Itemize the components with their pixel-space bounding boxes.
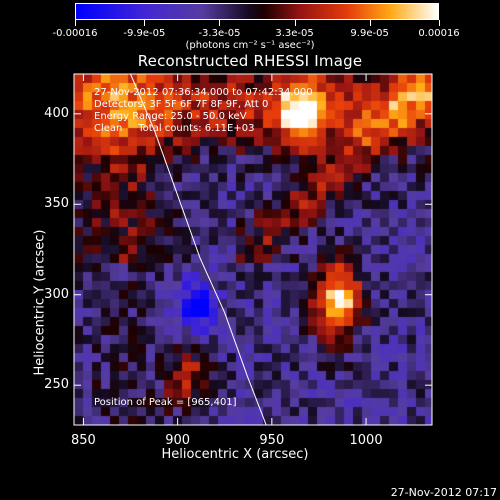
colorbar-tick-label: -3.3e-05 bbox=[198, 28, 241, 39]
y-axis-label: Heliocentric Y (arcsec) bbox=[32, 229, 48, 376]
x-tick-label: 1000 bbox=[349, 433, 383, 448]
colorbar-tick bbox=[219, 20, 221, 26]
colorbar-tick-label: 3.3e-05 bbox=[275, 28, 314, 39]
colorbar-tick bbox=[144, 20, 146, 26]
colorbar-tick bbox=[75, 20, 76, 26]
annotation-energy: Energy Range: 25.0 - 50.0 keV bbox=[94, 111, 247, 122]
solar-limb-curve bbox=[130, 73, 267, 426]
colorbar-tick bbox=[369, 20, 371, 26]
heatmap-image bbox=[74, 74, 432, 425]
peak-marker bbox=[298, 110, 302, 114]
colorbar-tick-label: -0.00016 bbox=[52, 28, 98, 39]
colorbar bbox=[75, 3, 439, 20]
annotation-peak-position: Position of Peak = [965,401] bbox=[94, 397, 237, 408]
y-tick-label: 300 bbox=[44, 286, 69, 302]
y-tick-label: 250 bbox=[44, 377, 69, 393]
x-tick-label: 900 bbox=[165, 433, 191, 448]
colorbar-tick bbox=[294, 20, 296, 26]
y-tick-label: 350 bbox=[44, 196, 69, 212]
colorbar-tick-label: -9.9e-05 bbox=[123, 28, 166, 39]
x-tick-label: 850 bbox=[70, 433, 96, 448]
chart-title: Reconstructed RHESSI Image bbox=[137, 52, 363, 70]
colorbar-tick bbox=[439, 20, 440, 26]
x-tick-label: 950 bbox=[259, 433, 285, 448]
y-tick-label: 400 bbox=[44, 105, 69, 121]
colorbar-tick-label: 9.9e-05 bbox=[350, 28, 389, 39]
x-axis-label: Heliocentric X (arcsec) bbox=[161, 447, 309, 462]
footer-timestamp: 27-Nov-2012 07:17 bbox=[390, 486, 497, 499]
annotation-detectors: Detectors: 3F 5F 6F 7F 8F 9F, Att 0 bbox=[94, 99, 269, 110]
colorbar-units: (photons cm⁻² s⁻¹ asec⁻²) bbox=[185, 40, 315, 51]
annotation-algorithm: Clean Total counts: 6.11E+03 bbox=[94, 123, 255, 134]
annotation-time-range: 27-Nov-2012 07:36:34.000 to 07:42:34.000 bbox=[94, 87, 313, 98]
plot-frame bbox=[73, 73, 433, 426]
colorbar-tick-label: 0.00016 bbox=[418, 28, 460, 39]
